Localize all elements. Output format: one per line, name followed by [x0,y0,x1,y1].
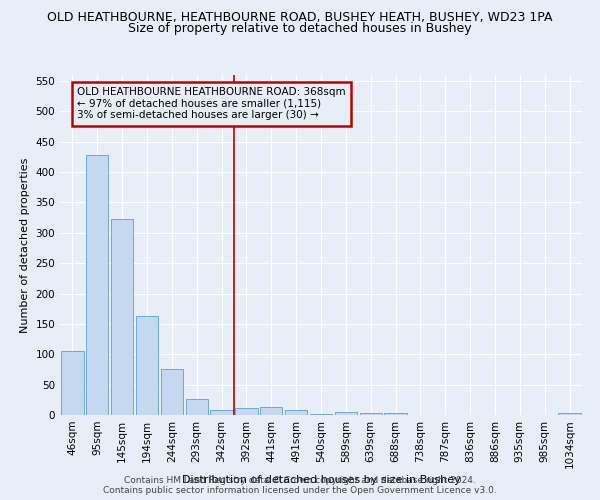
Bar [285,410,307,415]
Bar [161,370,183,415]
Bar [211,410,233,415]
Bar [385,412,407,415]
Bar [335,412,357,415]
Bar [310,414,332,415]
Bar [185,398,208,415]
Bar [111,220,133,415]
Bar [359,412,382,415]
Y-axis label: Number of detached properties: Number of detached properties [20,158,30,332]
Text: OLD HEATHBOURNE, HEATHBOURNE ROAD, BUSHEY HEATH, BUSHEY, WD23 1PA: OLD HEATHBOURNE, HEATHBOURNE ROAD, BUSHE… [47,11,553,24]
Bar [86,155,109,415]
Bar [260,407,283,415]
Bar [559,412,581,415]
Bar [235,408,257,415]
Text: OLD HEATHBOURNE HEATHBOURNE ROAD: 368sqm
← 97% of detached houses are smaller (1: OLD HEATHBOURNE HEATHBOURNE ROAD: 368sqm… [77,87,346,120]
Text: Contains HM Land Registry data © Crown copyright and database right 2024.
Contai: Contains HM Land Registry data © Crown c… [103,476,497,495]
Bar [61,351,83,415]
Bar [136,316,158,415]
X-axis label: Distribution of detached houses by size in Bushey: Distribution of detached houses by size … [182,476,460,486]
Text: Size of property relative to detached houses in Bushey: Size of property relative to detached ho… [128,22,472,35]
